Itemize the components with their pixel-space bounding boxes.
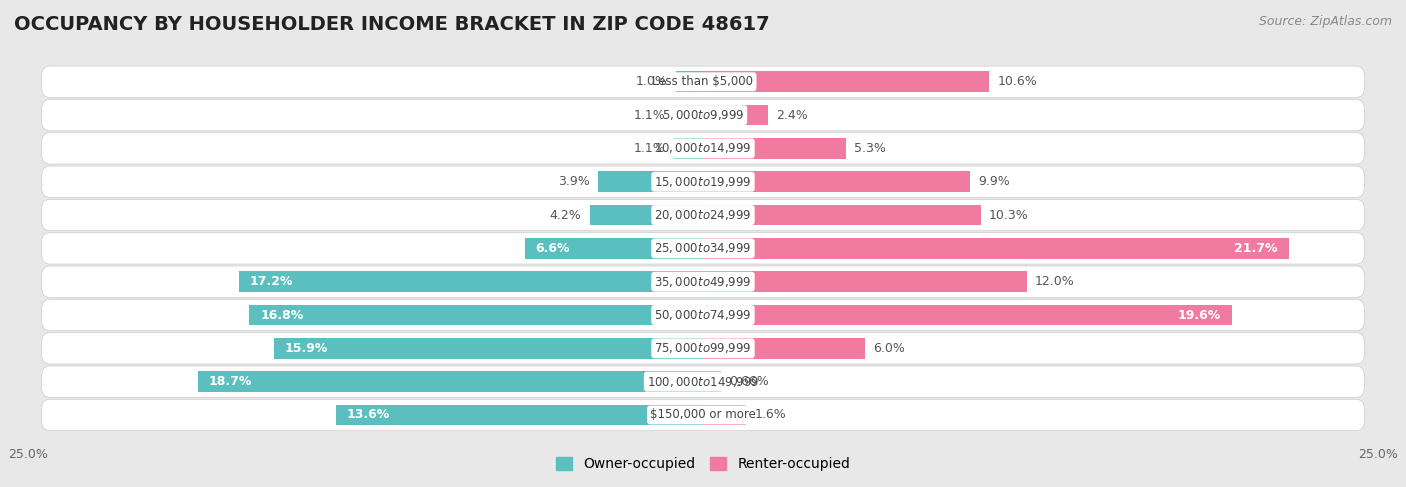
Text: OCCUPANCY BY HOUSEHOLDER INCOME BRACKET IN ZIP CODE 48617: OCCUPANCY BY HOUSEHOLDER INCOME BRACKET … [14, 15, 769, 34]
Text: $10,000 to $14,999: $10,000 to $14,999 [654, 141, 752, 155]
Text: Less than $5,000: Less than $5,000 [652, 75, 754, 88]
Text: 13.6%: 13.6% [347, 409, 389, 421]
Text: $100,000 to $149,999: $100,000 to $149,999 [647, 375, 759, 389]
Text: $75,000 to $99,999: $75,000 to $99,999 [654, 341, 752, 356]
FancyBboxPatch shape [42, 199, 1364, 231]
Text: 3.9%: 3.9% [558, 175, 589, 188]
Text: 17.2%: 17.2% [249, 275, 292, 288]
Text: 6.0%: 6.0% [873, 342, 905, 355]
Bar [598, 171, 703, 192]
Bar [703, 405, 747, 425]
Bar [589, 205, 703, 225]
Text: 1.1%: 1.1% [634, 109, 665, 122]
Legend: Owner-occupied, Renter-occupied: Owner-occupied, Renter-occupied [550, 452, 856, 477]
Text: 2.4%: 2.4% [776, 109, 807, 122]
Text: 16.8%: 16.8% [260, 308, 304, 321]
Bar [198, 371, 703, 392]
Bar [676, 72, 703, 92]
Bar [673, 138, 703, 159]
Bar [274, 338, 703, 358]
FancyBboxPatch shape [42, 399, 1364, 431]
FancyBboxPatch shape [42, 266, 1364, 298]
Text: 10.6%: 10.6% [997, 75, 1038, 88]
Bar [703, 105, 768, 126]
Bar [703, 371, 721, 392]
FancyBboxPatch shape [42, 233, 1364, 264]
Text: $50,000 to $74,999: $50,000 to $74,999 [654, 308, 752, 322]
Bar [524, 238, 703, 259]
Text: 6.6%: 6.6% [536, 242, 569, 255]
FancyBboxPatch shape [42, 66, 1364, 97]
Text: 15.9%: 15.9% [284, 342, 328, 355]
Text: $25,000 to $34,999: $25,000 to $34,999 [654, 242, 752, 255]
Bar [703, 72, 990, 92]
FancyBboxPatch shape [42, 166, 1364, 197]
Bar [703, 305, 1232, 325]
Text: 10.3%: 10.3% [990, 208, 1029, 222]
Bar [703, 171, 970, 192]
Text: $35,000 to $49,999: $35,000 to $49,999 [654, 275, 752, 289]
Bar [239, 271, 703, 292]
Text: 4.2%: 4.2% [550, 208, 582, 222]
Text: $150,000 or more: $150,000 or more [650, 409, 756, 421]
Text: 1.6%: 1.6% [754, 409, 786, 421]
FancyBboxPatch shape [42, 366, 1364, 397]
Text: 1.1%: 1.1% [634, 142, 665, 155]
Text: 12.0%: 12.0% [1035, 275, 1074, 288]
Bar [703, 238, 1289, 259]
Bar [249, 305, 703, 325]
Bar [673, 105, 703, 126]
FancyBboxPatch shape [42, 133, 1364, 164]
Text: 9.9%: 9.9% [979, 175, 1010, 188]
Bar [703, 338, 865, 358]
Text: 0.66%: 0.66% [728, 375, 769, 388]
Bar [703, 138, 846, 159]
Text: 5.3%: 5.3% [855, 142, 886, 155]
Text: 1.0%: 1.0% [636, 75, 668, 88]
Text: 19.6%: 19.6% [1178, 308, 1222, 321]
Bar [336, 405, 703, 425]
Bar [703, 205, 981, 225]
FancyBboxPatch shape [42, 300, 1364, 331]
FancyBboxPatch shape [42, 333, 1364, 364]
Text: 21.7%: 21.7% [1234, 242, 1278, 255]
Text: $20,000 to $24,999: $20,000 to $24,999 [654, 208, 752, 222]
Bar [703, 271, 1026, 292]
Text: $15,000 to $19,999: $15,000 to $19,999 [654, 175, 752, 189]
Text: Source: ZipAtlas.com: Source: ZipAtlas.com [1258, 15, 1392, 28]
FancyBboxPatch shape [42, 99, 1364, 131]
Text: 18.7%: 18.7% [209, 375, 252, 388]
Text: $5,000 to $9,999: $5,000 to $9,999 [662, 108, 744, 122]
